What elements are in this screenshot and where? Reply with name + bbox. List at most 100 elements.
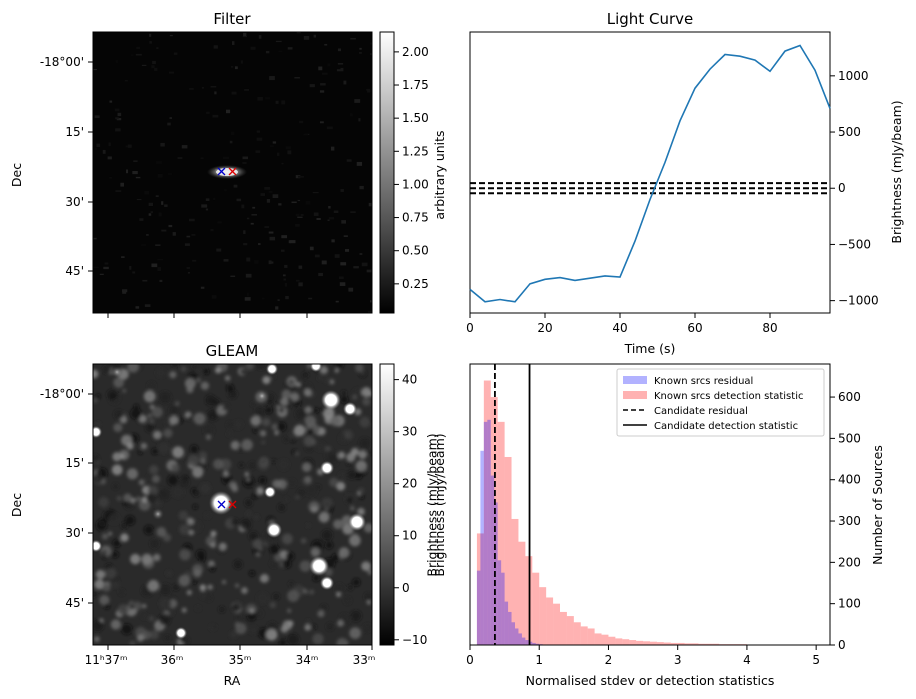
filter-noise-speck: [366, 269, 372, 273]
gleam-noise-blob: [301, 462, 312, 472]
gleam-marker-blue: [217, 500, 226, 509]
lightcurve-xticks: 0 20 40 60 80: [466, 313, 778, 335]
filter-noise-speck: [158, 212, 162, 217]
gleam-noise-blob: [357, 487, 365, 495]
histogram-ytick-label: 200: [838, 555, 861, 569]
gleam-source: [93, 540, 102, 552]
filter-noise-speck: [104, 262, 109, 265]
gleam-noise-blob: [300, 537, 307, 544]
gleam-noise-blob: [143, 525, 154, 535]
gleam-noise-blob: [207, 584, 213, 590]
gleam-noise-blob: [246, 477, 251, 482]
gleam-noise-blob: [361, 561, 371, 571]
gleam-source: [320, 461, 334, 475]
filter-noise-speck: [161, 201, 164, 205]
histogram-bar-residual: [480, 450, 484, 645]
gleam-noise-blob: [321, 497, 333, 509]
histogram-bar-detection: [483, 380, 491, 645]
histogram-ytick-label: 400: [838, 473, 861, 487]
gleam-noise-blob: [111, 464, 123, 476]
gleam-noise-blob: [121, 623, 133, 635]
gleam-noise-blob: [246, 611, 257, 621]
gleam-noise-blob: [278, 407, 285, 413]
filter-noise-speck: [244, 297, 251, 301]
filter-noise-speck: [322, 72, 328, 75]
legend-label-residual: Known srcs residual: [654, 376, 753, 387]
gleam-noise-blob: [303, 435, 315, 447]
gleam-noise-blob: [180, 366, 187, 372]
gleam-noise-blob: [326, 623, 334, 631]
gleam-noise-blob: [231, 485, 239, 493]
gleam-noise-blob: [196, 377, 201, 383]
gleam-noise-blob: [132, 601, 142, 611]
filter-noise-speck: [115, 117, 119, 120]
filter-noise-speck: [135, 176, 141, 179]
filter-noise-speck: [250, 222, 254, 225]
filter-noise-speck: [326, 126, 333, 130]
histogram-left-label: Brightness (mJy/beam): [424, 433, 440, 577]
gleam-noise-blob: [256, 592, 269, 605]
gleam-noise-blob: [265, 628, 278, 641]
filter-noise-speck: [157, 258, 164, 261]
filter-noise-speck: [261, 297, 265, 300]
filter-noise-speck: [102, 149, 106, 154]
gleam-noise-blob: [282, 559, 292, 569]
gleam-noise-blob: [272, 479, 282, 489]
gleam-noise-blob: [153, 553, 161, 562]
gleam-noise-blob: [209, 565, 216, 572]
gleam-noise-blob: [116, 495, 122, 501]
gleam-noise-blob: [257, 458, 270, 471]
gleam-noise-blob: [363, 523, 372, 533]
filter-noise-speck: [155, 244, 161, 246]
gleam-noise-blob: [350, 610, 362, 622]
gleam-noise-blob: [262, 375, 271, 385]
gleam-noise-blob: [281, 389, 292, 400]
gleam-noise-blob: [140, 442, 148, 450]
gleam-noise-blob: [95, 520, 107, 531]
filter-noise-speck: [298, 265, 303, 269]
gleam-noise-blob: [102, 555, 107, 560]
gleam-noise-blob: [309, 589, 315, 595]
histogram-bar-detection: [629, 640, 637, 645]
gleam-noise-blob: [172, 486, 184, 498]
colorbar-tick-label: 1.00: [402, 177, 429, 191]
gleam-source: [266, 364, 278, 375]
filter-noise-speck: [275, 40, 282, 43]
gleam-noise-blob: [93, 398, 98, 403]
filter-noise-speck: [340, 67, 344, 72]
gleam-noise-blob: [229, 390, 237, 398]
filter-colorbar: [379, 31, 395, 314]
filter-noise-speck: [164, 204, 168, 207]
gleam-noise-blob: [168, 599, 178, 608]
filter-noise-speck: [341, 220, 347, 224]
filter-noise-speck: [370, 53, 372, 56]
gleam-source: [310, 364, 322, 372]
histogram-bar-detection: [656, 642, 664, 645]
gleam-noise-blob: [200, 381, 210, 390]
filter-noise-speck: [265, 50, 270, 54]
gleam-noise-blob: [269, 544, 280, 555]
legend-label-candidate-detection: Candidate detection statistic: [654, 421, 798, 432]
colorbar-tick-label: 2.00: [402, 45, 429, 59]
filter-noise-speck: [314, 254, 320, 258]
gleam-noise-blob: [123, 493, 132, 503]
gleam-noise-blob: [221, 579, 227, 585]
gleam-noise-blob: [340, 395, 349, 404]
colorbar-tick-label: 0: [402, 581, 410, 595]
colorbar-tick-label: 10: [402, 529, 417, 543]
gleam-noise-blob: [346, 496, 354, 504]
gleam-noise-blob: [313, 407, 319, 414]
filter-noise-speck: [93, 69, 97, 71]
histogram-bar-detection: [539, 587, 547, 645]
gleam-noise-blob: [229, 630, 238, 639]
colorbar-tick-label: 40: [402, 373, 417, 387]
gleam-noise-blob: [254, 609, 264, 618]
gleam-noise-blob: [223, 470, 229, 477]
gleam-noise-blob: [234, 583, 240, 588]
filter-noise-speck: [139, 218, 144, 221]
filter-noise-speck: [103, 266, 109, 270]
gleam-source: [111, 366, 123, 378]
gleam-noise-blob: [359, 416, 371, 428]
filter-noise-speck: [189, 88, 194, 90]
gleam-noise-blob: [295, 408, 307, 420]
